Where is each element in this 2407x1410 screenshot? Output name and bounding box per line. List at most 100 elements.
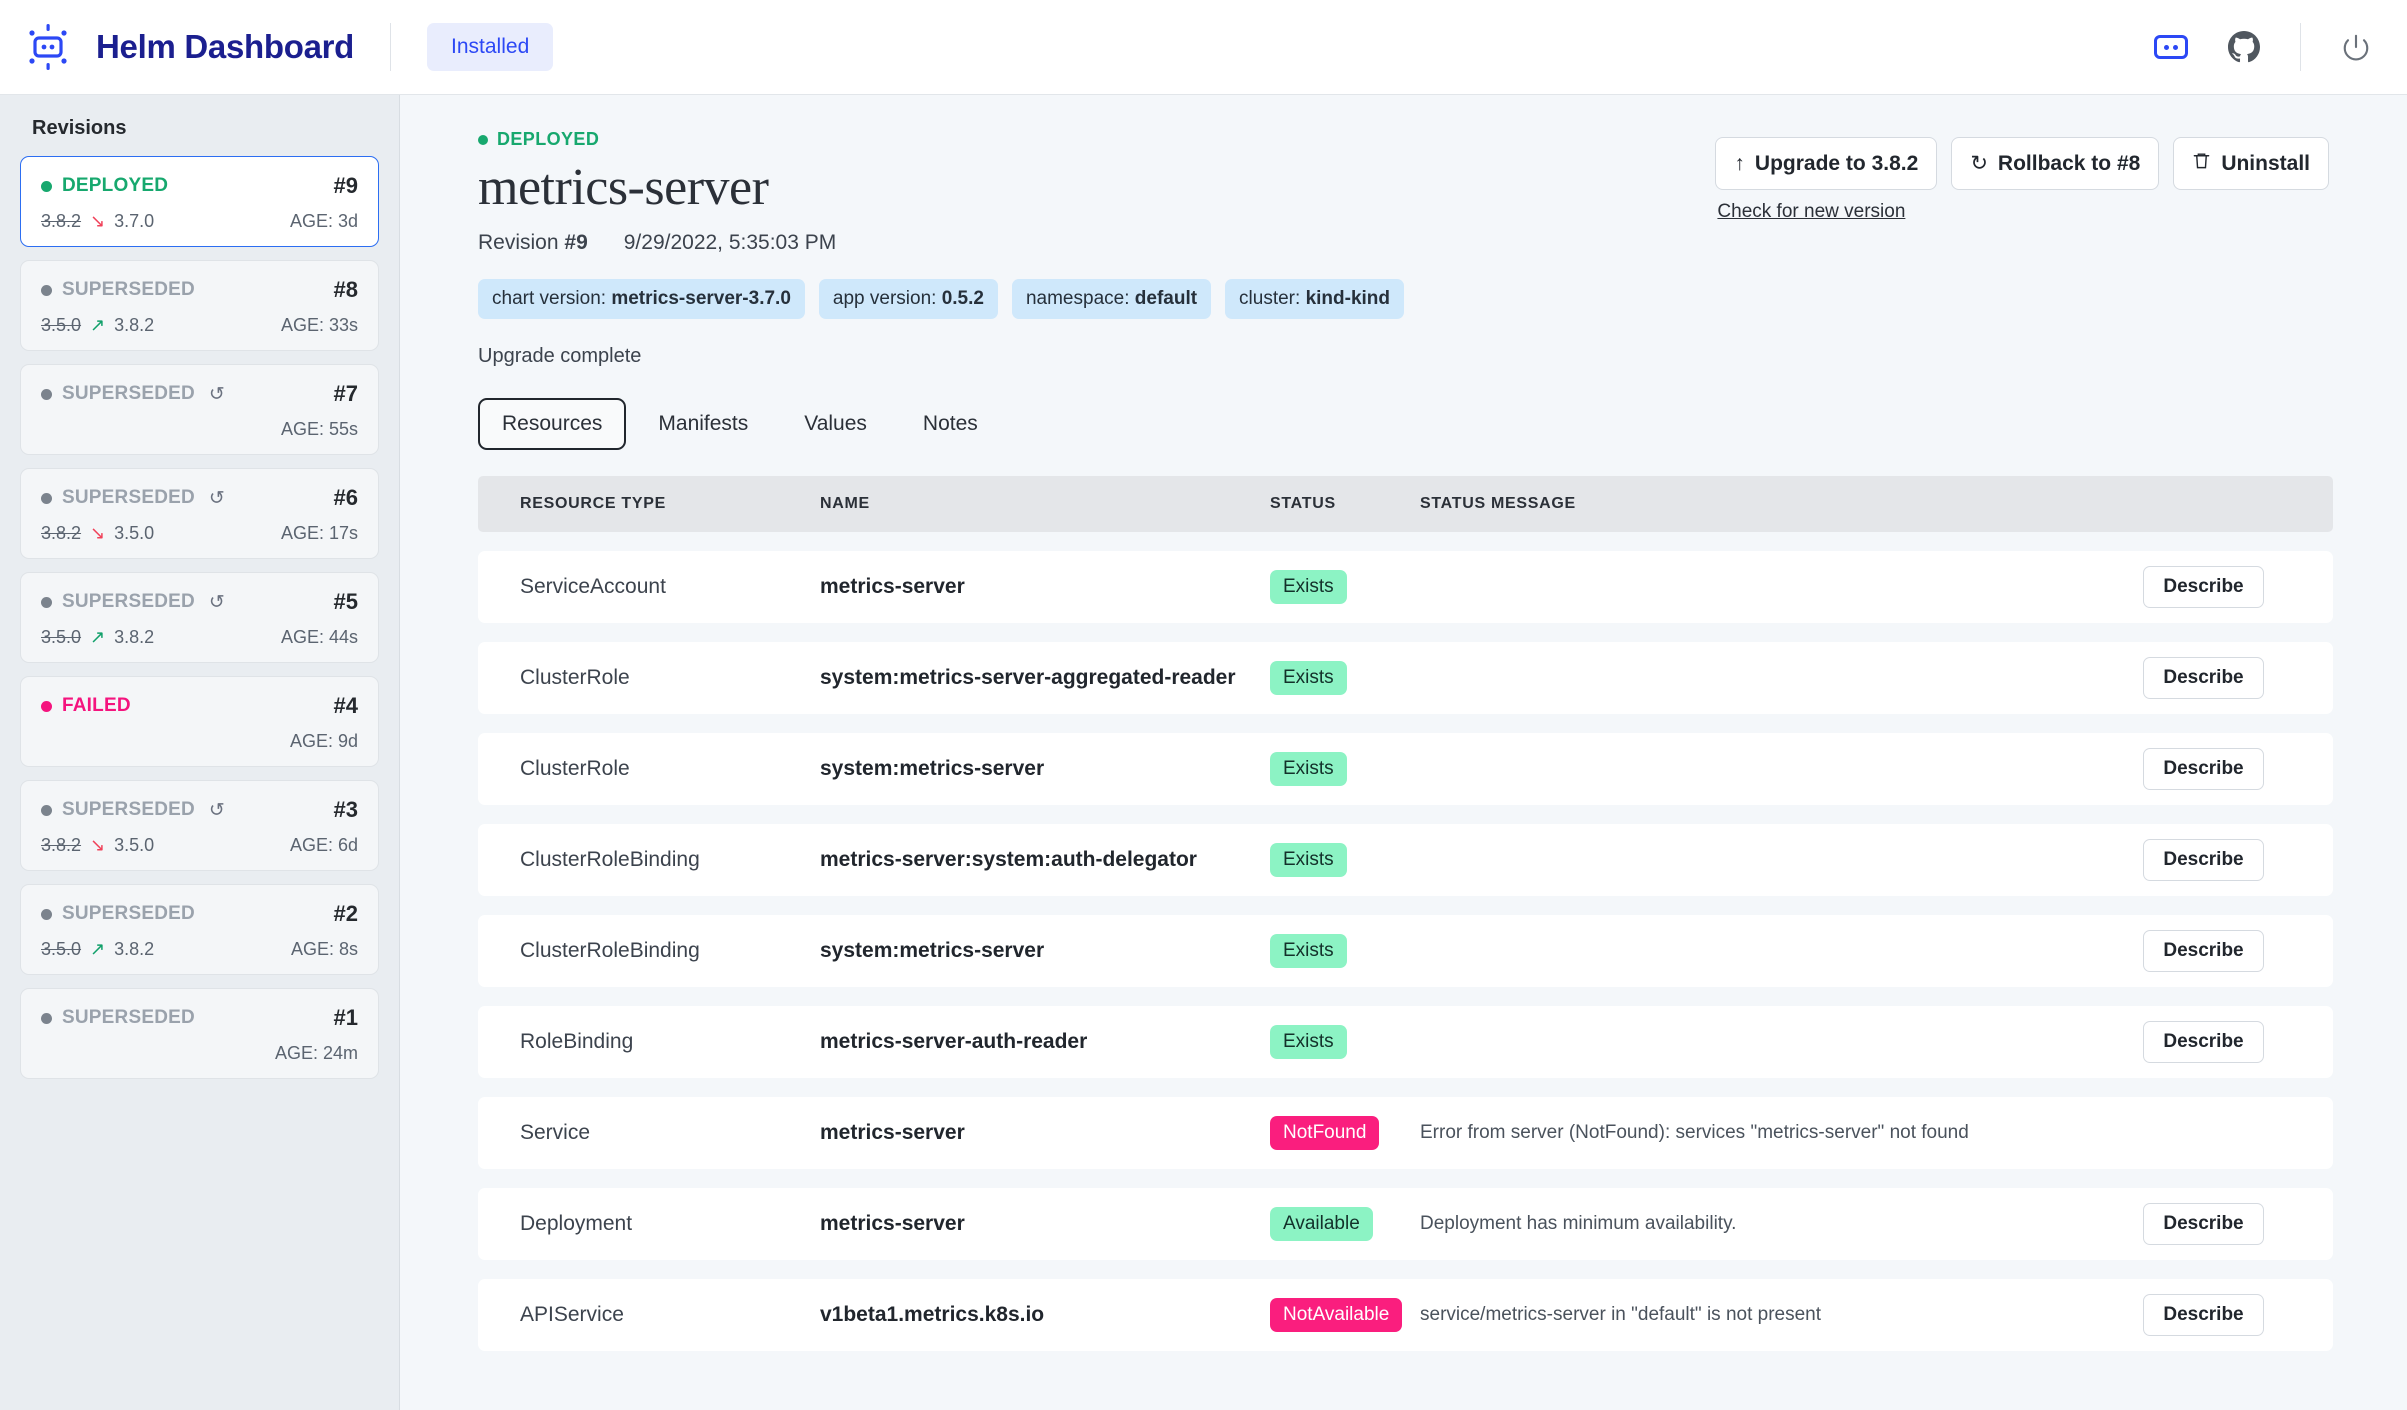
revision-old-version: 3.8.2: [41, 835, 82, 855]
arrow-up-right-icon: ↗: [90, 315, 106, 335]
cell-name: system:metrics-server: [820, 939, 1045, 962]
revision-age: AGE: 44s: [280, 627, 358, 647]
helm-mini-icon[interactable]: [2154, 35, 2188, 59]
info-badge-value: 0.5.2: [941, 288, 984, 309]
revision-number: #3: [333, 797, 358, 822]
status-badge: Exists: [1270, 843, 1347, 877]
revision-status-text: SUPERSEDED: [62, 903, 195, 924]
describe-button[interactable]: Describe: [2143, 566, 2264, 608]
revision-label: Revision: [478, 231, 559, 254]
revision-number: #2: [333, 901, 358, 926]
table-header-row: RESOURCE TYPE NAME STATUS STATUS MESSAGE: [478, 476, 2333, 532]
status-badge: Exists: [1270, 934, 1347, 968]
cell-actions: Describe: [2116, 657, 2291, 699]
revision-card[interactable]: DEPLOYED #9 3.8.2 ↘ 3.7.0 AGE: 3d: [20, 156, 379, 247]
column-resource-type: RESOURCE TYPE: [520, 495, 667, 512]
release-status: DEPLOYED: [478, 129, 2329, 150]
arrow-down-right-icon: ↘: [90, 211, 106, 231]
status-badge: Exists: [1270, 1025, 1347, 1059]
describe-button[interactable]: Describe: [2143, 839, 2264, 881]
arrow-down-right-icon: ↘: [90, 835, 106, 855]
cell-name: v1beta1.metrics.k8s.io: [820, 1303, 1045, 1326]
table-row: ClusterRole system:metrics-server Exists De…: [478, 733, 2333, 805]
revision-card[interactable]: SUPERSEDED ↺ #3 3.8.2 ↘ 3.5.0 AGE: 6d: [20, 780, 379, 871]
table-row: Deployment metrics-server Available Deploym…: [478, 1188, 2333, 1260]
release-action-buttons: ↑ Upgrade to 3.8.2 ↻ Rollback to #8 Unin…: [1715, 137, 2329, 223]
revision-status-text: SUPERSEDED: [62, 383, 195, 404]
describe-button[interactable]: Describe: [2143, 748, 2264, 790]
status-badge: Available: [1270, 1207, 1373, 1241]
helm-logo-icon: [22, 21, 74, 73]
up-arrow-icon: ↑: [1734, 151, 1745, 175]
revision-card[interactable]: SUPERSEDED #1 AGE: 24m: [20, 988, 379, 1079]
revision-number: #9: [333, 173, 358, 198]
revision-list: DEPLOYED #9 3.8.2 ↘ 3.7.0 AGE: 3d SUPERSEDED #8…: [20, 156, 379, 1079]
cell-status: Available: [1270, 1207, 1420, 1241]
revision-card[interactable]: SUPERSEDED ↺ #7 AGE: 55s: [20, 364, 379, 455]
cell-status: Exists: [1270, 843, 1420, 877]
tab-values[interactable]: Values: [804, 412, 867, 435]
info-badge-value: metrics-server-3.7.0: [611, 288, 791, 309]
revision-number: #1: [333, 1005, 358, 1030]
revision-card[interactable]: SUPERSEDED ↺ #6 3.8.2 ↘ 3.5.0 AGE: 17s: [20, 468, 379, 559]
cell-actions: Describe: [2116, 1021, 2291, 1063]
tab-resources[interactable]: Resources: [478, 398, 627, 450]
column-status-message: STATUS MESSAGE: [1420, 495, 1576, 512]
uninstall-button[interactable]: Uninstall: [2173, 137, 2329, 190]
rollback-button[interactable]: ↻ Rollback to #8: [1951, 137, 2160, 190]
revision-number: #7: [333, 381, 358, 406]
revision-card[interactable]: SUPERSEDED #8 3.5.0 ↗ 3.8.2 AGE: 33s: [20, 260, 379, 351]
revision-card[interactable]: SUPERSEDED ↺ #5 3.5.0 ↗ 3.8.2 AGE: 44s: [20, 572, 379, 663]
describe-button[interactable]: Describe: [2143, 930, 2264, 972]
sidebar-title: Revisions: [32, 117, 127, 139]
revision-card[interactable]: FAILED #4 AGE: 9d: [20, 676, 379, 767]
upgrade-button[interactable]: ↑ Upgrade to 3.8.2: [1715, 137, 1938, 190]
revision-new-version: 3.8.2: [114, 627, 155, 647]
cell-name: system:metrics-server-aggregated-reader: [820, 666, 1236, 689]
power-icon[interactable]: [2341, 32, 2371, 62]
cell-actions: Describe: [2116, 566, 2291, 608]
cell-name: metrics-server: [820, 1212, 965, 1235]
revision-status-text: FAILED: [62, 695, 131, 716]
release-name: metrics-server: [478, 159, 769, 216]
describe-button[interactable]: Describe: [2143, 1021, 2264, 1063]
describe-button[interactable]: Describe: [2143, 1203, 2264, 1245]
cell-resource-type: ClusterRoleBinding: [520, 848, 700, 871]
describe-button[interactable]: Describe: [2143, 657, 2264, 699]
tab-notes[interactable]: Notes: [922, 412, 978, 435]
revision-status-dot-icon: [41, 908, 52, 920]
check-new-version-link[interactable]: Check for new version: [1717, 201, 1906, 222]
brand: Helm Dashboard: [22, 21, 354, 73]
cell-resource-type: ServiceAccount: [520, 575, 666, 598]
tab-manifests[interactable]: Manifests: [658, 412, 749, 435]
arrow-up-right-icon: ↗: [90, 939, 106, 959]
revision-age: AGE: 6d: [289, 835, 358, 855]
cell-status: Exists: [1270, 934, 1420, 968]
rollback-icon: ↺: [208, 591, 225, 613]
cell-actions: Describe: [2116, 839, 2291, 881]
uninstall-button-label: Uninstall: [2221, 151, 2310, 175]
revision-age: AGE: 33s: [280, 315, 358, 335]
revision-status-text: SUPERSEDED: [62, 591, 195, 612]
status-badge: Exists: [1270, 661, 1347, 695]
revision-meta: Revision #9 9/29/2022, 5:35:03 PM: [478, 231, 2329, 255]
info-badge: cluster: kind-kind: [1225, 279, 1405, 319]
revision-status-dot-icon: [41, 388, 52, 400]
revision-new-version: 3.8.2: [114, 939, 155, 959]
arrow-down-right-icon: ↘: [90, 523, 106, 543]
revision-number: #5: [333, 589, 358, 614]
rollback-icon: ↻: [1970, 152, 1988, 175]
tab-installed[interactable]: Installed: [427, 23, 554, 71]
cell-name: metrics-server-auth-reader: [820, 1030, 1088, 1053]
table-body: ServiceAccount metrics-server Exists Descri…: [478, 551, 2333, 1351]
info-badge-label: cluster:: [1239, 288, 1301, 309]
status-badge: Exists: [1270, 570, 1347, 604]
cell-resource-type: Service: [520, 1121, 591, 1144]
describe-button[interactable]: Describe: [2143, 1294, 2264, 1336]
table-row: ClusterRoleBinding system:metrics-server E…: [478, 915, 2333, 987]
revision-card[interactable]: SUPERSEDED #2 3.5.0 ↗ 3.8.2 AGE: 8s: [20, 884, 379, 975]
app-title: Helm Dashboard: [96, 28, 355, 65]
revision-old-version: 3.5.0: [41, 627, 82, 647]
cell-actions: Describe: [2116, 748, 2291, 790]
github-icon[interactable]: [2228, 31, 2260, 63]
